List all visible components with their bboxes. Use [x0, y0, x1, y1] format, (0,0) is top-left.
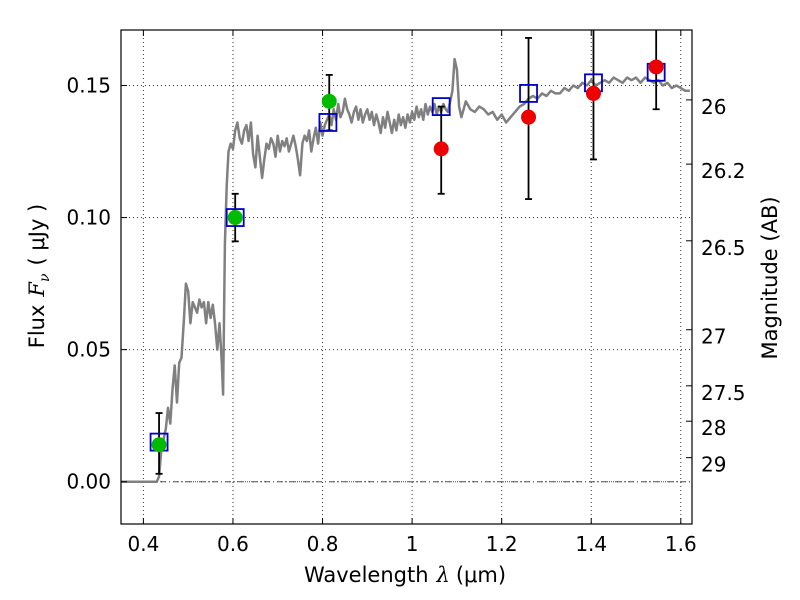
y2-tick-label: 29	[701, 453, 726, 477]
red-point	[433, 141, 449, 157]
x-tick-label: 1.6	[665, 532, 697, 556]
template-spectrum-line	[121, 57, 690, 483]
y-tick-label: 0.15	[66, 73, 111, 97]
y-tick-label: 0.10	[66, 206, 111, 230]
template-spectrum	[121, 57, 690, 483]
y2-tick-label: 27.5	[701, 381, 746, 405]
x-tick-label: 1	[406, 532, 419, 556]
axes-frame	[120, 29, 693, 525]
y2-tick-label: 26	[701, 95, 726, 119]
green-point	[227, 210, 243, 226]
y2-tick-label: 26.5	[701, 236, 746, 260]
x-tick-label: 0.6	[217, 532, 249, 556]
model-boxes	[149, 62, 666, 452]
y2-axis-label: Magnitude (AB)	[758, 196, 782, 359]
model-box	[225, 208, 245, 227]
red-point	[648, 59, 664, 75]
x-axis-label: Wavelength λ (μm)	[304, 563, 506, 587]
model-box	[431, 97, 451, 117]
measured-points	[151, 59, 664, 453]
x-tick-label: 0.8	[307, 532, 339, 556]
grid	[121, 30, 692, 524]
x-tick-label: 1.2	[486, 532, 518, 556]
red-point	[585, 85, 601, 101]
y2-tick-label: 27	[701, 325, 726, 349]
x-tick-label: 0.4	[127, 532, 159, 556]
y-axis-label: FluxFν( μJy )	[25, 204, 53, 348]
plot-frame	[120, 29, 693, 525]
x-tick-label: 1.4	[575, 532, 607, 556]
y2-tick-label: 28	[701, 416, 726, 440]
red-point	[521, 109, 537, 125]
y-tick-label: 0.00	[66, 470, 111, 494]
y-tick-label: 0.05	[66, 338, 111, 362]
model-box	[519, 84, 538, 103]
green-point	[151, 437, 167, 453]
y2-tick-label: 26.2	[701, 159, 746, 183]
green-point	[321, 93, 337, 109]
ticks: 0.4 0.6 0.8 1 1.2 1.4 1.6 0.00 0.05 0.10 0.15 26 26.…	[66, 30, 746, 556]
error-bars	[155, 30, 660, 475]
model-box	[318, 113, 338, 132]
